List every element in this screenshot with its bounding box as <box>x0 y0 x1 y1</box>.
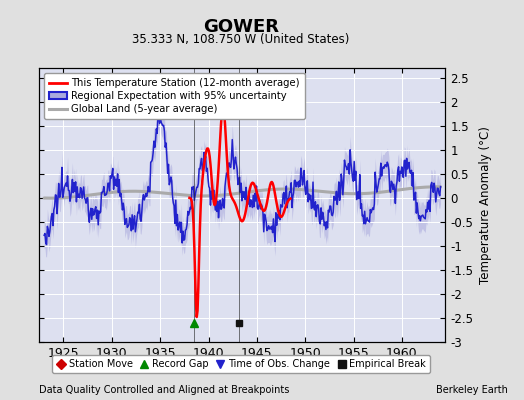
Legend: Station Move, Record Gap, Time of Obs. Change, Empirical Break: Station Move, Record Gap, Time of Obs. C… <box>52 355 430 373</box>
Text: GOWER: GOWER <box>203 18 279 36</box>
Text: Berkeley Earth: Berkeley Earth <box>436 385 508 395</box>
Y-axis label: Temperature Anomaly (°C): Temperature Anomaly (°C) <box>479 126 492 284</box>
Legend: This Temperature Station (12-month average), Regional Expectation with 95% uncer: This Temperature Station (12-month avera… <box>45 73 305 119</box>
Text: 35.333 N, 108.750 W (United States): 35.333 N, 108.750 W (United States) <box>133 33 350 46</box>
Text: Data Quality Controlled and Aligned at Breakpoints: Data Quality Controlled and Aligned at B… <box>39 385 290 395</box>
